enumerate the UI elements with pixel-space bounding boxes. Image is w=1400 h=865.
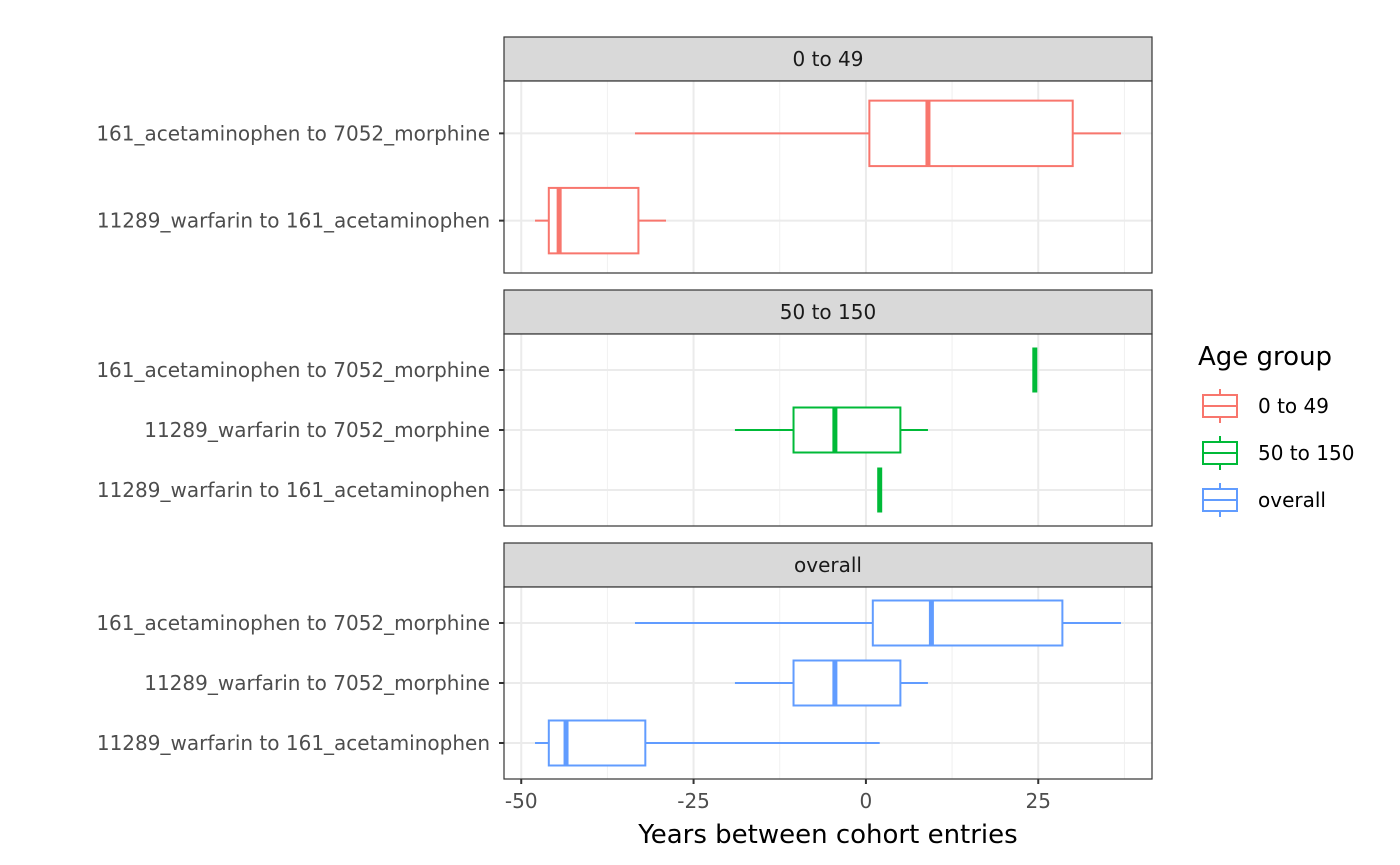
y-tick-label: 11289_warfarin to 7052_morphine — [144, 418, 490, 442]
box-iqr — [792, 406, 902, 454]
facet-panel: 0 to 49 161_acetaminophen to 7052_morphin… — [96, 36, 1153, 274]
y-tick-label: 161_acetaminophen to 7052_morphine — [96, 121, 490, 145]
y-tick-label: 11289_warfarin to 161_acetaminophen — [97, 478, 490, 502]
legend-item: 0 to 49 — [1202, 389, 1329, 423]
facet-strip-label: overall — [794, 553, 862, 577]
box-iqr — [868, 99, 1074, 168]
panel-border — [503, 333, 1153, 527]
box-iqr — [547, 186, 640, 255]
facet-strip — [503, 289, 1153, 335]
facet-strip — [503, 542, 1153, 588]
x-tick-label: -50 — [505, 789, 538, 813]
y-tick-label: 11289_warfarin to 161_acetaminophen — [97, 731, 490, 755]
facet-panels: 0 to 49 161_acetaminophen to 7052_morphin… — [96, 36, 1153, 780]
facet-panel: overall 161_acetaminophen to 7052_morphin… — [96, 542, 1153, 780]
x-axis: -50 -25 0 25 — [505, 779, 1051, 813]
y-tick-label: 161_acetaminophen to 7052_morphine — [96, 611, 490, 635]
x-tick-label: 25 — [1026, 789, 1051, 813]
y-tick-label: 11289_warfarin to 161_acetaminophen — [97, 209, 490, 233]
legend-label: 50 to 150 — [1258, 441, 1354, 465]
box-plot — [734, 406, 928, 454]
facet-strip — [503, 36, 1153, 82]
legend: Age group 0 to 49 50 to 150 overall — [1198, 342, 1354, 517]
legend-key — [1202, 389, 1238, 423]
x-tick-label: -25 — [677, 789, 710, 813]
panel-border — [503, 586, 1153, 780]
y-tick-label: 161_acetaminophen to 7052_morphine — [96, 358, 490, 382]
box-iqr — [871, 599, 1064, 647]
x-axis-title: Years between cohort entries — [637, 820, 1017, 850]
legend-title: Age group — [1198, 342, 1332, 372]
legend-label: 0 to 49 — [1258, 394, 1329, 418]
box-plot — [634, 99, 1121, 168]
legend-item: 50 to 150 — [1202, 436, 1354, 470]
box-plot — [535, 186, 666, 255]
y-tick-label: 11289_warfarin to 7052_morphine — [144, 671, 490, 695]
facet-strip-label: 50 to 150 — [780, 300, 876, 324]
x-tick-label: 0 — [860, 789, 873, 813]
legend-label: overall — [1258, 488, 1326, 512]
box-iqr — [792, 659, 902, 707]
box-plot — [535, 719, 880, 767]
box-plot — [634, 599, 1121, 647]
box-iqr — [547, 719, 647, 767]
panel-border — [503, 80, 1153, 274]
legend-item: overall — [1202, 483, 1326, 517]
facet-strip-label: 0 to 49 — [793, 47, 864, 71]
legend-key — [1202, 436, 1238, 470]
legend-key — [1202, 483, 1238, 517]
box-plot — [734, 659, 928, 707]
facet-panel: 50 to 150 161_acetaminophen to 7052_morph… — [96, 289, 1153, 527]
